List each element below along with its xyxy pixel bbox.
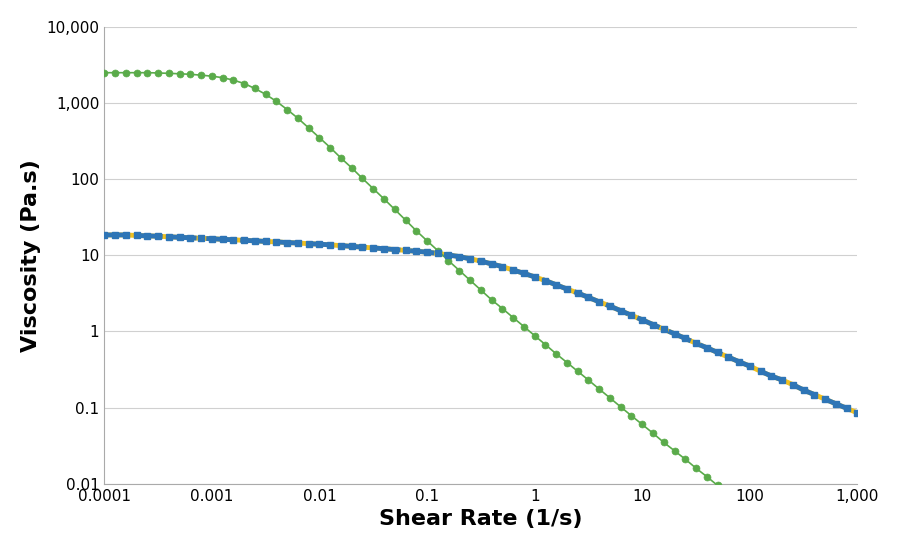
Y-axis label: Viscosity (Pa.s): Viscosity (Pa.s) bbox=[21, 159, 40, 351]
X-axis label: Shear Rate (1/s): Shear Rate (1/s) bbox=[379, 509, 582, 529]
